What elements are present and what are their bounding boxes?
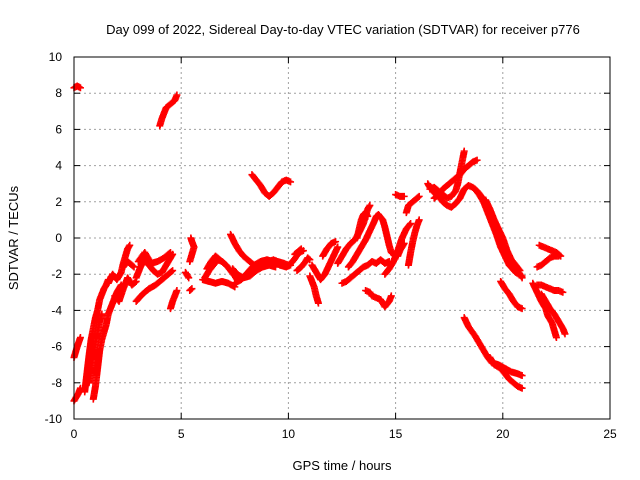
data-point [366, 201, 374, 209]
data-point [220, 259, 228, 267]
data-point [400, 239, 408, 247]
x-tick-labels: 0 5 10 15 20 25 [71, 427, 617, 441]
data-point [518, 384, 526, 392]
data-point [406, 221, 414, 229]
data-point [332, 238, 340, 246]
y-tick-label: -8 [51, 376, 62, 390]
data-point [169, 267, 177, 275]
data-point [188, 285, 196, 293]
data-point [515, 265, 523, 273]
data-point [334, 243, 342, 251]
data-point [185, 274, 193, 282]
data-point [187, 234, 195, 242]
data-point [131, 278, 139, 286]
data-point [166, 248, 174, 256]
data-point [219, 258, 227, 266]
data-point [516, 267, 524, 275]
data-point [561, 330, 569, 338]
data-point [76, 334, 84, 342]
data-point [314, 299, 322, 307]
data-point [414, 193, 422, 201]
y-tick-label: -6 [51, 340, 62, 354]
data-point [415, 216, 423, 224]
y-tick-label: -10 [45, 412, 63, 426]
data-point [518, 372, 526, 380]
data-point [559, 288, 567, 296]
data-point [415, 192, 423, 200]
data-point [296, 246, 304, 254]
y-tick-label: 10 [49, 50, 63, 64]
data-point [287, 178, 295, 186]
data-point [518, 272, 526, 280]
data-point [173, 91, 181, 99]
data-point [364, 212, 372, 220]
data-point [518, 305, 526, 313]
data-point [130, 263, 138, 271]
data-point [184, 272, 192, 280]
y-tick-label: -4 [51, 303, 62, 317]
data-point [126, 241, 134, 249]
x-tick-label: 15 [389, 427, 403, 441]
y-tick-label: 6 [55, 122, 62, 136]
y-tick-label: -2 [51, 267, 62, 281]
data-point [76, 84, 84, 92]
data-point [552, 334, 560, 342]
data-point [407, 220, 415, 228]
data-points [70, 82, 569, 405]
data-point [287, 261, 295, 269]
x-tick-label: 5 [178, 427, 185, 441]
data-point [272, 263, 280, 271]
plot-frame [73, 56, 611, 420]
x-axis-label: GPS time / hours [293, 458, 392, 473]
y-tick-label: 8 [55, 86, 62, 100]
x-tick-label: 0 [71, 427, 78, 441]
y-tick-label: 0 [55, 231, 62, 245]
x-tick-label: 25 [603, 427, 617, 441]
data-point [168, 267, 176, 275]
chart-title: Day 099 of 2022, Sidereal Day-to-day VTE… [106, 22, 580, 37]
data-point [387, 292, 395, 300]
data-point [460, 147, 468, 155]
y-tick-label: 4 [55, 159, 62, 173]
data-point [305, 255, 313, 263]
data-point [306, 256, 314, 264]
data-point [98, 310, 106, 318]
y-axis-label: SDTVAR / TECUs [6, 185, 21, 290]
x-tick-label: 20 [496, 427, 510, 441]
data-point [473, 156, 481, 164]
grid-lines [74, 57, 610, 419]
data-point [555, 252, 563, 260]
data-point [187, 286, 195, 294]
y-tick-labels: -10 -8 -6 -4 -2 0 2 4 6 8 10 [45, 50, 63, 426]
data-point [173, 286, 181, 294]
y-tick-label: 2 [55, 195, 62, 209]
data-point [400, 192, 408, 200]
data-point [129, 262, 137, 270]
data-point [297, 245, 305, 253]
data-point [165, 249, 173, 257]
x-tick-label: 10 [282, 427, 296, 441]
